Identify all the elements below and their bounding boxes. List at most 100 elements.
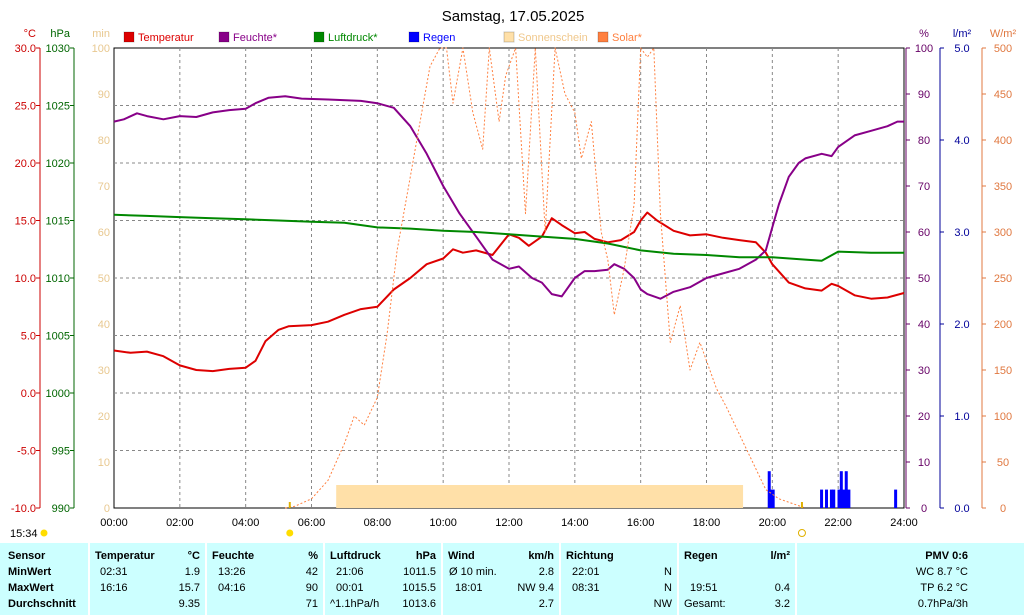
sunshine-bar xyxy=(619,485,622,508)
sunshine-bar xyxy=(706,485,709,508)
y-tick-label: 5.0 xyxy=(954,43,969,55)
sunshine-bar xyxy=(359,485,362,508)
header-temperature-unit: °C xyxy=(187,550,200,562)
x-tick-label: 00:00 xyxy=(100,517,128,529)
sunshine-bar xyxy=(499,485,502,508)
sunshine-bar xyxy=(584,485,587,508)
y-tick-label: 100 xyxy=(915,43,933,55)
y-tick-label: 80 xyxy=(918,135,930,147)
sunshine-bar xyxy=(433,485,436,508)
y-tick-label: -10.0 xyxy=(11,503,36,515)
legend-swatch xyxy=(597,31,609,43)
sunshine-bar xyxy=(696,485,699,508)
sunshine-bar xyxy=(505,485,508,508)
sunshine-bar xyxy=(402,485,405,508)
legend-swatch xyxy=(218,31,230,43)
sunshine-bar xyxy=(416,485,419,508)
y-tick-label: 20 xyxy=(918,411,930,423)
sunshine-bar xyxy=(558,485,561,508)
sunshine-bar xyxy=(349,485,352,508)
sunshine-bar xyxy=(418,485,421,508)
sunshine-bar xyxy=(411,485,414,508)
header-direction: Richtung xyxy=(566,550,614,562)
sunshine-bar xyxy=(560,485,563,508)
sunshine-bar xyxy=(444,485,447,508)
axis-unit-label: min xyxy=(92,28,110,40)
sunshine-bar xyxy=(714,485,717,508)
sunshine-bar xyxy=(456,485,459,508)
sunshine-bar xyxy=(671,485,674,508)
sunshine-bar xyxy=(568,485,571,508)
x-tick-label: 20:00 xyxy=(759,517,787,529)
x-tick-label: 16:00 xyxy=(627,517,655,529)
y-tick-label: 0 xyxy=(1000,503,1006,515)
y-tick-label: 90 xyxy=(918,89,930,101)
y-tick-label: 1.0 xyxy=(954,411,969,423)
sunshine-bar xyxy=(439,485,442,508)
y-tick-label: 2.0 xyxy=(954,319,969,331)
sunshine-bar xyxy=(485,485,488,508)
y-tick-label: 1010 xyxy=(46,273,70,285)
sunshine-bar xyxy=(592,485,595,508)
temp-max-value: 15.7 xyxy=(178,582,200,594)
axis-unit-label: °C xyxy=(24,28,36,40)
sunshine-bar xyxy=(543,485,546,508)
sunshine-bar xyxy=(513,485,516,508)
sunshine-bar xyxy=(397,485,400,508)
y-tick-label: 90 xyxy=(98,89,110,101)
sunshine-bar xyxy=(378,485,381,508)
y-tick-label: 5.0 xyxy=(21,331,36,343)
sunshine-bar xyxy=(341,485,344,508)
dir-max-value: N xyxy=(664,582,672,594)
sunshine-bar xyxy=(372,485,375,508)
sunshine-bar xyxy=(474,485,477,508)
y-tick-label: 40 xyxy=(918,319,930,331)
y-tick-label: 0 xyxy=(104,503,110,515)
sunshine-bar xyxy=(699,485,702,508)
sunshine-bar xyxy=(576,485,579,508)
sunshine-bar xyxy=(670,485,673,508)
sunshine-bar xyxy=(686,485,689,508)
sunshine-bar xyxy=(365,485,368,508)
sunshine-bar xyxy=(497,485,500,508)
sunshine-bar xyxy=(457,485,460,508)
x-tick-label: 06:00 xyxy=(298,517,326,529)
header-humidity: Feuchte xyxy=(212,550,255,562)
sunshine-bar xyxy=(667,485,669,508)
temp-max-time: 16:16 xyxy=(100,582,128,594)
sunshine-bar xyxy=(629,485,632,508)
sunshine-bar xyxy=(472,485,475,508)
sunshine-bar xyxy=(573,485,576,508)
row-label: MinWert xyxy=(8,566,52,578)
y-tick-label: 995 xyxy=(52,446,70,458)
sunshine-bar xyxy=(512,485,515,508)
sunshine-bar xyxy=(588,485,590,508)
sunshine-bar xyxy=(426,485,429,508)
rain-bar xyxy=(820,489,824,508)
sunshine-bar xyxy=(515,485,518,508)
sunshine-bar xyxy=(741,485,744,508)
sunshine-bar xyxy=(352,485,355,508)
series-line-temperatur xyxy=(113,211,905,373)
legend-swatch xyxy=(408,31,420,43)
sunshine-bar xyxy=(673,485,676,508)
sunshine-bar xyxy=(446,485,449,508)
y-tick-label: 0.0 xyxy=(954,503,969,515)
sunshine-bar xyxy=(535,485,538,508)
sunshine-bar xyxy=(344,485,347,508)
clock-readout: 15:34 xyxy=(10,528,38,540)
sunshine-bar xyxy=(612,485,615,508)
sunshine-bar xyxy=(620,485,623,508)
sunshine-bar xyxy=(380,485,383,508)
wind-max-value: NW 9.4 xyxy=(517,582,554,594)
sunshine-bar xyxy=(476,485,479,508)
legend-swatch xyxy=(313,31,325,43)
sunshine-bar xyxy=(423,485,426,508)
sunshine-bar xyxy=(410,485,413,508)
sunshine-bar xyxy=(546,485,549,508)
sunshine-bar xyxy=(533,485,536,508)
sunshine-bar xyxy=(362,485,365,508)
plot-area xyxy=(113,47,905,509)
sunshine-bar xyxy=(392,485,395,508)
legend-label: Temperatur xyxy=(138,32,194,44)
